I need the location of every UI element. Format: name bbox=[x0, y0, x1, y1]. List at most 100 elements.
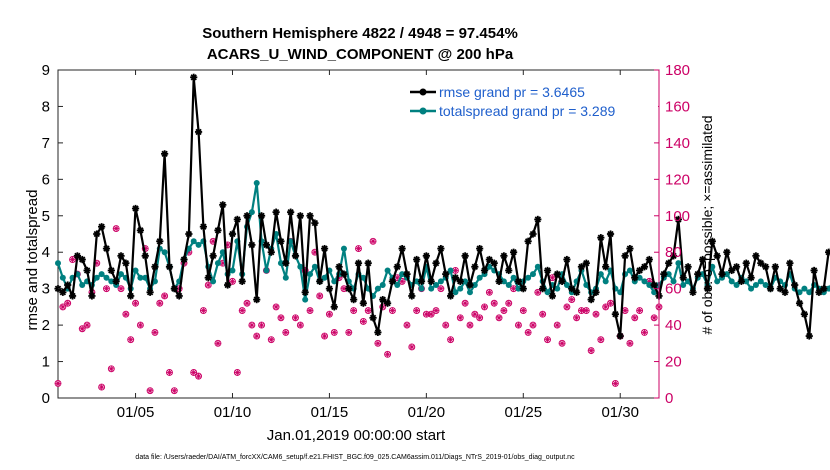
rmse-point bbox=[180, 255, 188, 264]
y2-axis-label: # of obs: o=possible; ×=assimilated bbox=[699, 115, 715, 334]
rmse-point bbox=[524, 237, 532, 245]
rmse-point-stroke bbox=[486, 256, 493, 263]
obs-assimilated-stroke bbox=[147, 388, 153, 394]
rmse-point bbox=[146, 288, 154, 296]
rmse-point-stroke bbox=[287, 208, 294, 216]
spread-point bbox=[311, 263, 318, 270]
spread-point bbox=[457, 285, 464, 292]
rmse-point bbox=[699, 255, 707, 264]
rmse-point bbox=[708, 237, 716, 245]
rmse-point bbox=[437, 244, 445, 253]
spread-point bbox=[505, 282, 512, 289]
rmse-point-stroke bbox=[253, 296, 260, 303]
obs-assimilated-marker bbox=[389, 307, 396, 314]
spread-point bbox=[466, 289, 473, 296]
obs-assimilated-marker bbox=[190, 369, 197, 376]
rmse-point-stroke bbox=[161, 150, 168, 158]
obs-assimilated-marker bbox=[277, 314, 284, 321]
x-tick-label: 01/30 bbox=[601, 404, 639, 421]
obs-assimilated-marker bbox=[137, 322, 144, 329]
obs-assimilated-stroke bbox=[608, 300, 614, 306]
rmse-point-stroke bbox=[345, 285, 352, 292]
obs-assimilated-stroke bbox=[554, 322, 560, 328]
rmse-point bbox=[417, 277, 426, 285]
rmse-point bbox=[267, 248, 275, 256]
obs-assimilated-stroke bbox=[651, 315, 657, 321]
x-tick-label: 01/25 bbox=[505, 404, 543, 421]
obs-assimilated-marker bbox=[466, 322, 473, 329]
rmse-point-stroke bbox=[64, 281, 71, 289]
rmse-point bbox=[645, 255, 653, 264]
y-tick-label: 7 bbox=[42, 135, 50, 152]
y2-tick-label: 20 bbox=[665, 354, 682, 371]
rmse-point bbox=[689, 288, 697, 296]
obs-assimilated-stroke bbox=[55, 380, 61, 386]
obs-assimilated-stroke bbox=[205, 282, 211, 288]
rmse-point bbox=[825, 248, 830, 256]
obs-assimilated-stroke bbox=[409, 344, 415, 350]
obs-assimilated-marker bbox=[563, 303, 570, 310]
rmse-point-stroke bbox=[79, 256, 86, 263]
obs-assimilated-marker bbox=[132, 300, 139, 307]
obs-assimilated-stroke bbox=[307, 308, 313, 314]
rmse-point-stroke bbox=[713, 252, 721, 260]
obs-assimilated-stroke bbox=[244, 300, 250, 306]
rmse-point bbox=[553, 270, 561, 278]
obs-assimilated-marker bbox=[171, 387, 178, 394]
obs-assimilated-stroke bbox=[588, 348, 594, 354]
obs-assimilated-stroke bbox=[515, 322, 521, 328]
rmse-point-stroke bbox=[728, 267, 735, 274]
spread-point bbox=[641, 278, 648, 285]
obs-assimilated-stroke bbox=[404, 322, 410, 328]
obs-assimilated-stroke bbox=[113, 226, 119, 232]
rmse-point-stroke bbox=[801, 310, 808, 318]
rmse-point-stroke bbox=[495, 278, 503, 285]
spread-point bbox=[253, 179, 260, 186]
obs-assimilated-marker bbox=[602, 303, 609, 310]
rmse-point-stroke bbox=[675, 216, 682, 223]
obs-assimilated-marker bbox=[612, 380, 619, 387]
obs-assimilated-stroke bbox=[486, 289, 492, 295]
rmse-point bbox=[320, 244, 329, 253]
obs-assimilated-stroke bbox=[355, 246, 362, 252]
legend-spread-label: totalspread grand pr = 3.289 bbox=[439, 103, 616, 119]
spread-point bbox=[757, 278, 764, 285]
rmse-point bbox=[291, 252, 300, 260]
legend-rmse-marker bbox=[419, 88, 427, 96]
rmse-point bbox=[480, 266, 489, 275]
spread-point bbox=[384, 267, 391, 274]
rmse-point-stroke bbox=[457, 278, 464, 285]
spread-point bbox=[428, 285, 435, 292]
rmse-point-stroke bbox=[520, 285, 527, 292]
rmse-point bbox=[64, 281, 72, 289]
rmse-point-stroke bbox=[98, 223, 105, 230]
x-tick-label: 01/20 bbox=[408, 404, 446, 421]
spread-point bbox=[210, 278, 217, 285]
obs-assimilated-marker bbox=[326, 311, 333, 318]
spread-point bbox=[394, 282, 401, 289]
rmse-point bbox=[190, 73, 198, 81]
obs-assimilated-marker bbox=[340, 285, 347, 292]
chart-title: Southern Hemisphere 4822 / 4948 = 97.454… bbox=[202, 25, 518, 42]
y-axis-label: rmse and totalspread bbox=[24, 190, 41, 331]
spread-point bbox=[413, 278, 420, 285]
rmse-point-stroke bbox=[224, 281, 231, 289]
spread-point bbox=[248, 209, 255, 216]
obs-assimilated-stroke bbox=[423, 311, 429, 317]
rmse-point bbox=[471, 263, 479, 271]
spread-point bbox=[447, 267, 454, 274]
rmse-point bbox=[102, 244, 111, 253]
rmse-point-stroke bbox=[660, 270, 668, 278]
obs-assimilated-stroke bbox=[569, 297, 575, 303]
rmse-point bbox=[582, 259, 590, 267]
obs-assimilated-marker bbox=[239, 307, 246, 314]
spread-point bbox=[142, 274, 149, 281]
obs-assimilated-stroke bbox=[200, 308, 206, 314]
rmse-point-stroke bbox=[718, 270, 726, 278]
obs-assimilated-stroke bbox=[477, 315, 483, 321]
obs-assimilated-stroke bbox=[346, 329, 352, 335]
rmse-point bbox=[519, 285, 527, 293]
obs-assimilated-marker bbox=[457, 314, 464, 321]
obs-assimilated-marker bbox=[515, 322, 522, 329]
obs-assimilated-stroke bbox=[297, 322, 303, 328]
